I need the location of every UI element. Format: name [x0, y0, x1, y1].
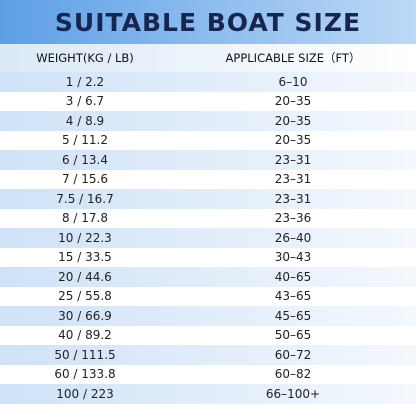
table-row: 5 / 11.2 20–35 — [0, 131, 416, 151]
table-cell: 6–10 — [278, 74, 308, 89]
table-cell: 20–35 — [274, 133, 312, 148]
table-cell: 60–72 — [274, 347, 312, 362]
table-cell: 30 / 66.9 — [58, 308, 112, 323]
table-cell: 25 / 55.8 — [58, 289, 112, 304]
table-cell: 40 / 89.2 — [58, 328, 112, 343]
table-cell: 1 / 2.2 — [65, 74, 105, 89]
table-row: 100 / 223 66–100+ — [0, 384, 416, 404]
table-cell: 60–82 — [274, 367, 312, 382]
table-cell: 6 / 13.4 — [61, 152, 109, 167]
title: SUITABLE BOAT SIZE — [0, 0, 416, 44]
table-row: 50 / 111.5 60–72 — [0, 345, 416, 365]
table-cell: 23–31 — [274, 191, 312, 206]
table-cell: 20 / 44.6 — [58, 269, 112, 284]
table-row: 1 / 2.2 6–10 — [0, 72, 416, 92]
header-row: WEIGHT(KG / LB) APPLICABLE SIZE（FT） — [0, 44, 416, 72]
table: WEIGHT(KG / LB) APPLICABLE SIZE（FT） 1 / 2.… — [0, 44, 416, 404]
table-cell: 3 / 6.7 — [65, 94, 105, 109]
table-cell: 20–35 — [274, 113, 312, 128]
table-cell: 60 / 133.8 — [54, 367, 116, 382]
table-row: 8 / 17.8 23–36 — [0, 209, 416, 229]
table-cell: 40–65 — [274, 269, 312, 284]
table-cell: 5 / 11.2 — [61, 133, 109, 148]
table-row: 20 / 44.6 40–65 — [0, 267, 416, 287]
table-cell: 7 / 15.6 — [61, 172, 109, 187]
table-row: 4 / 8.9 20–35 — [0, 111, 416, 131]
table-row: 6 / 13.4 23–31 — [0, 150, 416, 170]
table-cell: 15 / 33.5 — [58, 250, 112, 265]
table-cell: 45–65 — [274, 308, 312, 323]
table-row: 60 / 133.8 60–82 — [0, 365, 416, 385]
column-header: APPLICABLE SIZE（FT） — [225, 51, 361, 65]
table-row: 10 / 22.3 26–40 — [0, 228, 416, 248]
table-row: 7 / 15.6 23–31 — [0, 170, 416, 190]
table-row: 40 / 89.2 50–65 — [0, 326, 416, 346]
table-cell: 100 / 223 — [56, 386, 114, 401]
table-row: 30 / 66.9 45–65 — [0, 306, 416, 326]
table-cell: 26–40 — [274, 230, 312, 245]
table-cell: 10 / 22.3 — [58, 230, 112, 245]
table-cell: 23–31 — [274, 152, 312, 167]
table-cell: 30–43 — [274, 250, 312, 265]
table-cell: 66–100+ — [265, 386, 321, 401]
table-cell: 7.5 / 16.7 — [56, 191, 114, 206]
table-cell: 8 / 17.8 — [61, 211, 109, 226]
table-cell: 50–65 — [274, 328, 312, 343]
table-cell: 4 / 8.9 — [65, 113, 105, 128]
table-cell: 43–65 — [274, 289, 312, 304]
table-row: 3 / 6.7 20–35 — [0, 92, 416, 112]
table-row: 15 / 33.5 30–43 — [0, 248, 416, 268]
table-cell: 23–31 — [274, 172, 312, 187]
table-row: 7.5 / 16.7 23–31 — [0, 189, 416, 209]
table-cell: 20–35 — [274, 94, 312, 109]
table-cell: 50 / 111.5 — [54, 347, 116, 362]
table-row: 25 / 55.8 43–65 — [0, 287, 416, 307]
column-header: WEIGHT(KG / LB) — [36, 51, 134, 65]
table-cell: 23–36 — [274, 211, 312, 226]
